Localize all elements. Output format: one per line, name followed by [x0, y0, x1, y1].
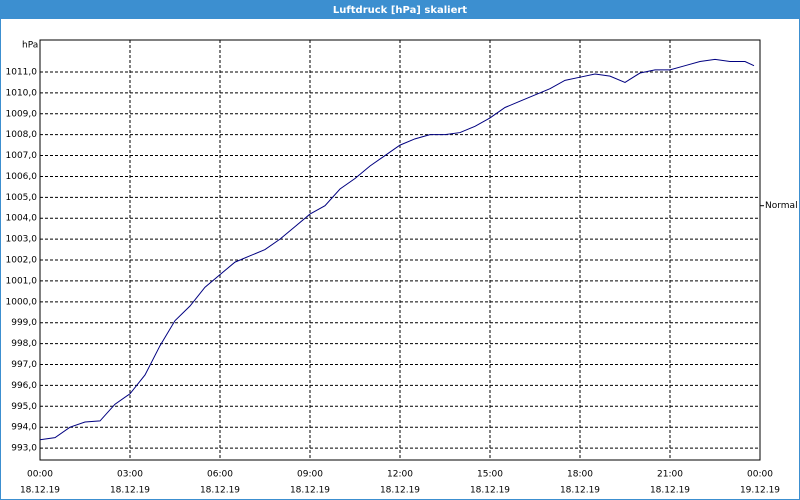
x-tick-label: 09:00	[297, 470, 323, 480]
x-tick-date: 19.12.19	[740, 486, 780, 496]
title-bar	[0, 0, 800, 19]
y-tick-label: 993,0	[11, 444, 37, 454]
x-tick-date: 18.12.19	[110, 486, 150, 496]
x-tick-label: 00:00	[27, 470, 53, 480]
x-tick-date: 18.12.19	[650, 486, 690, 496]
y-tick-label: 1002,0	[6, 256, 38, 266]
y-tick-label: 1008,0	[6, 130, 38, 140]
y-tick-label: 1006,0	[6, 172, 38, 182]
x-tick-date: 18.12.19	[200, 486, 240, 496]
x-tick-label: 15:00	[477, 470, 503, 480]
x-tick-label: 21:00	[657, 470, 683, 480]
x-tick-label: 06:00	[207, 470, 233, 480]
y-tick-label: 1004,0	[6, 214, 38, 224]
y-tick-label: 999,0	[11, 318, 37, 328]
x-tick-date: 18.12.19	[20, 486, 60, 496]
y-tick-label: 994,0	[11, 423, 37, 433]
x-tick-label: 03:00	[117, 470, 143, 480]
y-tick-label: 1010,0	[6, 88, 38, 98]
y-tick-label: 1007,0	[6, 151, 38, 161]
y-tick-label: 1001,0	[6, 276, 38, 286]
x-tick-date: 18.12.19	[560, 486, 600, 496]
x-tick-date: 18.12.19	[470, 486, 510, 496]
y-tick-label: 1000,0	[6, 297, 38, 307]
x-tick-label: 18:00	[567, 470, 593, 480]
y-tick-label: 997,0	[11, 360, 37, 370]
x-tick-label: 00:00	[747, 470, 773, 480]
data-line	[39, 58, 755, 441]
x-tick-label: 12:00	[387, 470, 413, 480]
annotation: Normal	[765, 201, 798, 211]
chart-title: Luftdruck [hPa] skaliert	[333, 5, 467, 16]
x-tick-date: 18.12.19	[290, 486, 330, 496]
x-tick-date: 18.12.19	[380, 486, 420, 496]
y-tick-label: 1003,0	[6, 235, 38, 245]
y-tick-label: 996,0	[11, 381, 37, 391]
y-tick-label: 1005,0	[6, 193, 38, 203]
y-tick-label: 995,0	[11, 402, 37, 412]
y-axis-label: hPa	[22, 41, 38, 51]
y-tick-label: 998,0	[11, 339, 37, 349]
y-tick-label: 1011,0	[6, 67, 38, 77]
y-tick-label: 1009,0	[6, 109, 38, 119]
